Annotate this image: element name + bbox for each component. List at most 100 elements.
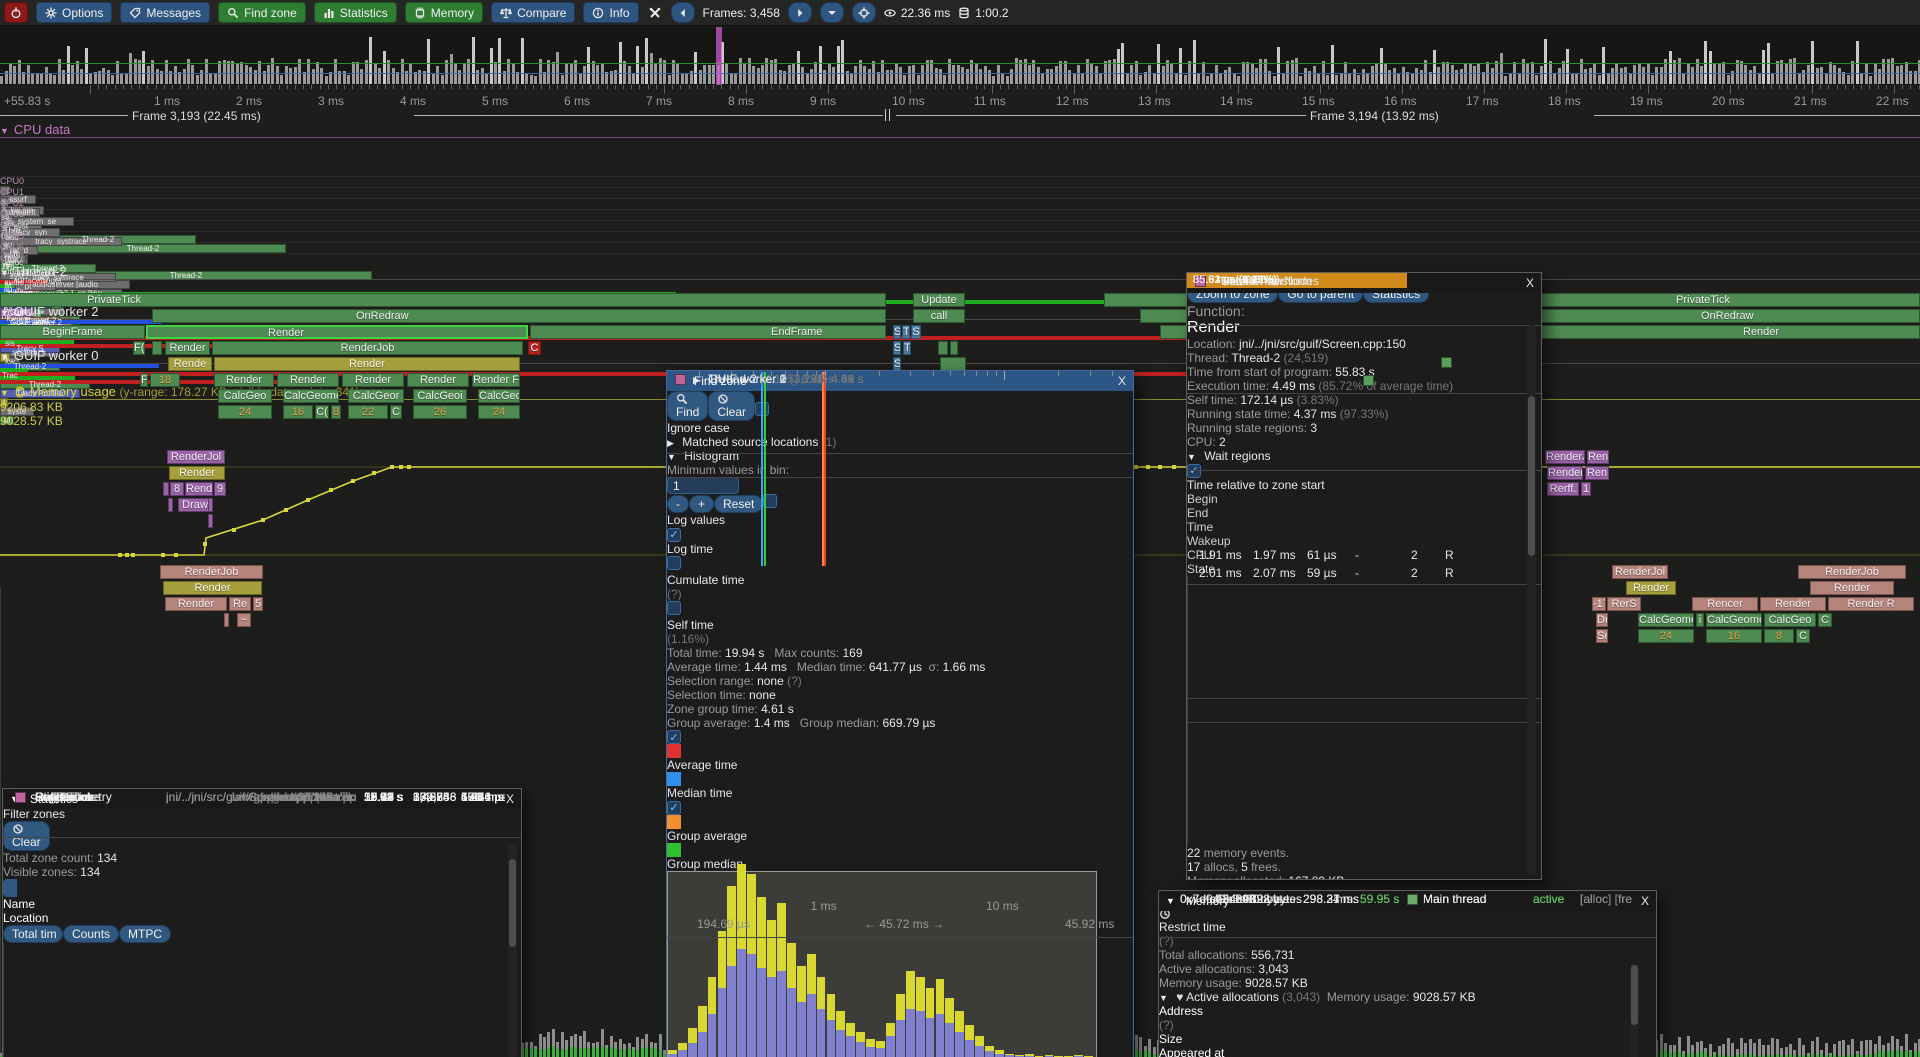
cpu-zone[interactable]: Tracy Profiler — [0, 389, 80, 398]
mem-col-header[interactable]: Size — [1159, 1032, 1183, 1046]
zone[interactable] — [163, 482, 169, 496]
zone[interactable]: Render — [1547, 466, 1583, 480]
cpu-zone[interactable]: Trac — [0, 371, 20, 380]
zone[interactable] — [950, 341, 958, 355]
scrollbar[interactable] — [508, 843, 517, 1057]
zone[interactable]: -17 — [1592, 597, 1606, 611]
show-group-average-checkbox[interactable]: ✓ — [667, 800, 681, 815]
wait-col-header[interactable]: End — [1187, 505, 1209, 520]
zone[interactable]: C — [528, 341, 541, 355]
histogram-plot[interactable] — [667, 372, 1097, 1057]
zone[interactable]: Render — [165, 597, 227, 611]
scrollbar-thumb[interactable] — [1528, 396, 1535, 556]
mem-col-header[interactable]: Address — [1159, 1004, 1204, 1018]
wait-col-header[interactable]: CPU — [1187, 547, 1213, 562]
thread-header-thread-2[interactable]: ▼ Thread-2 — [0, 264, 67, 279]
zone[interactable]: RenderJob — [212, 341, 523, 355]
zone[interactable] — [208, 514, 213, 528]
log-values-checkbox[interactable] — [763, 494, 778, 508]
cpu-zone[interactable]: syste — [0, 407, 34, 416]
zone[interactable]: Render — [146, 325, 528, 339]
power-button[interactable] — [4, 2, 28, 23]
col-header-total-time[interactable]: Total tim — [3, 925, 63, 943]
zone[interactable]: CalcGeor — [348, 389, 404, 403]
zone[interactable]: OnRedraw — [152, 309, 886, 323]
close-icon[interactable]: X — [1117, 374, 1126, 388]
crosshair-button[interactable] — [851, 2, 876, 23]
zone[interactable]: 1 — [1581, 482, 1591, 496]
cpu-zone[interactable]: surfacefl — [0, 208, 40, 217]
zone[interactable] — [938, 341, 948, 355]
wait-regions-collapse[interactable]: ▼ Wait regions — [1187, 449, 1541, 463]
zone[interactable]: Render — [214, 373, 274, 387]
next-frame-button[interactable] — [787, 2, 812, 23]
tools-button[interactable] — [647, 3, 663, 22]
zone[interactable]: CalcGeome — [1638, 613, 1694, 627]
scrollbar[interactable] — [1630, 963, 1639, 1057]
col-header-counts[interactable]: Counts — [63, 925, 120, 943]
zone[interactable]: EndFrame — [530, 325, 886, 339]
col-header-name[interactable]: Name — [3, 897, 36, 911]
frame-label[interactable]: Frame 3,194 (13.92 ms) — [1310, 109, 1439, 123]
zone[interactable] — [940, 357, 966, 371]
zone[interactable]: F — [140, 373, 148, 387]
zone[interactable]: Render — [163, 581, 262, 595]
zone[interactable]: S — [893, 341, 901, 355]
zone[interactable]: Render — [1810, 581, 1894, 595]
zone[interactable] — [152, 341, 162, 355]
show-average-checkbox[interactable]: ✓ — [667, 730, 681, 744]
zoom-menu-button[interactable] — [819, 2, 844, 23]
compare-button[interactable]: Compare — [491, 2, 576, 23]
prev-frame-button[interactable] — [670, 2, 695, 23]
zone[interactable]: Render — [1760, 597, 1826, 611]
zone[interactable]: CalcGeomet — [1706, 613, 1762, 627]
zone[interactable]: 24 — [1638, 629, 1694, 643]
find-zone-button[interactable]: Find zone — [218, 2, 306, 23]
cpu-zone[interactable]: Thread-2 — [0, 380, 90, 389]
thread-header-guif-worker-0[interactable]: ▼ GUIF worker 0 — [0, 348, 99, 363]
zone[interactable]: Set — [1596, 629, 1608, 643]
zone[interactable]: 16 — [283, 405, 313, 419]
zone[interactable]: Re — [229, 597, 251, 611]
zone[interactable]: C — [1818, 613, 1832, 627]
wait-col-header[interactable]: State — [1187, 561, 1216, 576]
cpu-zone[interactable]: I — [0, 398, 8, 407]
zone[interactable]: ~ — [237, 613, 251, 627]
zone[interactable]: RenderJob — [1798, 565, 1906, 579]
thread-header-guif-worker-2[interactable]: ▼ GUIF worker 2 — [0, 304, 99, 319]
mem-col-header[interactable]: (?) — [1159, 1018, 1174, 1032]
zone[interactable]: Rend — [1587, 450, 1609, 464]
zone[interactable]: 8 — [331, 405, 341, 419]
cpu-zone[interactable]: M — [0, 416, 14, 425]
statistics-window-titlebar[interactable]: ▼ Statistics X — [3, 789, 521, 809]
col-header-mtpc[interactable]: MTPC — [119, 925, 172, 943]
find-button[interactable]: Find — [667, 391, 709, 421]
zone[interactable]: C( — [315, 405, 329, 419]
zone[interactable]: Su — [893, 357, 901, 371]
zone[interactable]: Ren — [1585, 466, 1609, 480]
frame-time-graph[interactable] — [0, 27, 1920, 85]
close-icon[interactable]: X — [1525, 276, 1534, 290]
location-swatch[interactable] — [1441, 357, 1452, 368]
zone[interactable]: Render — [1626, 581, 1676, 595]
zone[interactable]: 22 — [348, 405, 388, 419]
zone[interactable]: call — [913, 309, 965, 323]
log-time-checkbox[interactable]: ✓ — [667, 527, 681, 542]
col-header-location[interactable]: Location — [3, 911, 49, 925]
reset-button[interactable]: Reset — [714, 495, 764, 513]
scrollbar-thumb[interactable] — [1631, 965, 1638, 1025]
zone[interactable] — [208, 498, 213, 512]
close-icon[interactable]: X — [1640, 894, 1649, 908]
clear-button[interactable]: Clear — [3, 821, 50, 851]
zone[interactable]: RenderJ — [1545, 450, 1585, 464]
zone[interactable]: i — [1696, 613, 1704, 627]
zone[interactable]: Dra — [1596, 613, 1608, 627]
zone[interactable]: RerS — [1607, 597, 1641, 611]
zone[interactable]: 24 — [218, 405, 272, 419]
cpu-zone[interactable] — [0, 186, 10, 195]
zone[interactable]: Render — [165, 341, 210, 355]
zone[interactable]: PrivateTick — [0, 293, 886, 307]
zone[interactable]: Update — [913, 293, 965, 307]
zone[interactable]: 8 — [170, 482, 184, 496]
